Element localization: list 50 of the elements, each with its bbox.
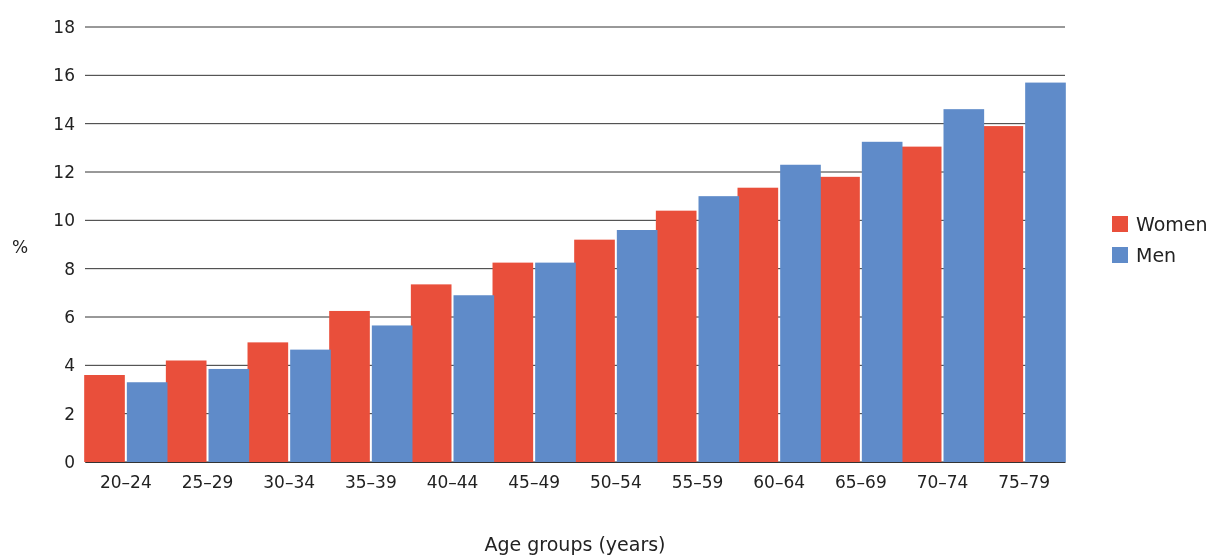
bar <box>574 239 615 462</box>
bar <box>247 342 289 462</box>
x-axis-title: Age groups (years) <box>484 533 666 555</box>
y-tick-label: 8 <box>64 258 75 279</box>
bar <box>371 325 413 462</box>
y-tick-label: 14 <box>53 113 75 134</box>
y-tick-label: 4 <box>64 355 75 376</box>
bar <box>126 382 168 462</box>
bar <box>655 210 697 462</box>
x-tick-label: 50–54 <box>589 472 642 493</box>
x-tick-label: 25–29 <box>181 472 234 493</box>
x-tick-label: 55–59 <box>671 472 724 493</box>
bar <box>1025 82 1066 462</box>
bar <box>780 164 821 462</box>
x-tick-label: 35–39 <box>344 472 397 493</box>
bar <box>900 146 942 462</box>
bar <box>535 262 576 462</box>
bar <box>329 310 370 462</box>
x-tick-label: 70–74 <box>916 472 969 493</box>
legend-label: Men <box>1136 244 1177 266</box>
bar <box>165 360 207 462</box>
bar <box>861 141 903 462</box>
bar <box>453 295 495 462</box>
bar <box>698 196 740 462</box>
bar <box>492 262 534 462</box>
bar <box>84 375 125 462</box>
x-tick-label: 65–69 <box>834 472 887 493</box>
y-tick-label: 18 <box>53 16 75 37</box>
x-tick-label: 30–34 <box>263 472 316 493</box>
x-tick-label: 20–24 <box>99 472 152 493</box>
bar <box>410 284 452 462</box>
bar <box>290 349 331 462</box>
y-tick-label: 10 <box>53 210 75 231</box>
bar <box>943 109 985 462</box>
y-tick-label: 2 <box>64 403 75 424</box>
y-tick-label: 0 <box>64 451 75 472</box>
x-tick-label: 60–64 <box>753 472 806 493</box>
bar <box>616 230 658 462</box>
x-tick-label: 40–44 <box>426 472 479 493</box>
legend-label: Women <box>1136 213 1208 235</box>
y-tick-label: 16 <box>53 65 75 86</box>
y-tick-label: 6 <box>64 306 75 327</box>
x-tick-label: 45–49 <box>508 472 561 493</box>
x-tick-label: 75–79 <box>998 472 1051 493</box>
y-axis-title: % <box>11 236 29 257</box>
y-tick-label: 12 <box>53 161 75 182</box>
bar <box>737 187 779 462</box>
bar <box>982 126 1024 462</box>
bar <box>819 176 860 462</box>
bar <box>208 368 250 462</box>
